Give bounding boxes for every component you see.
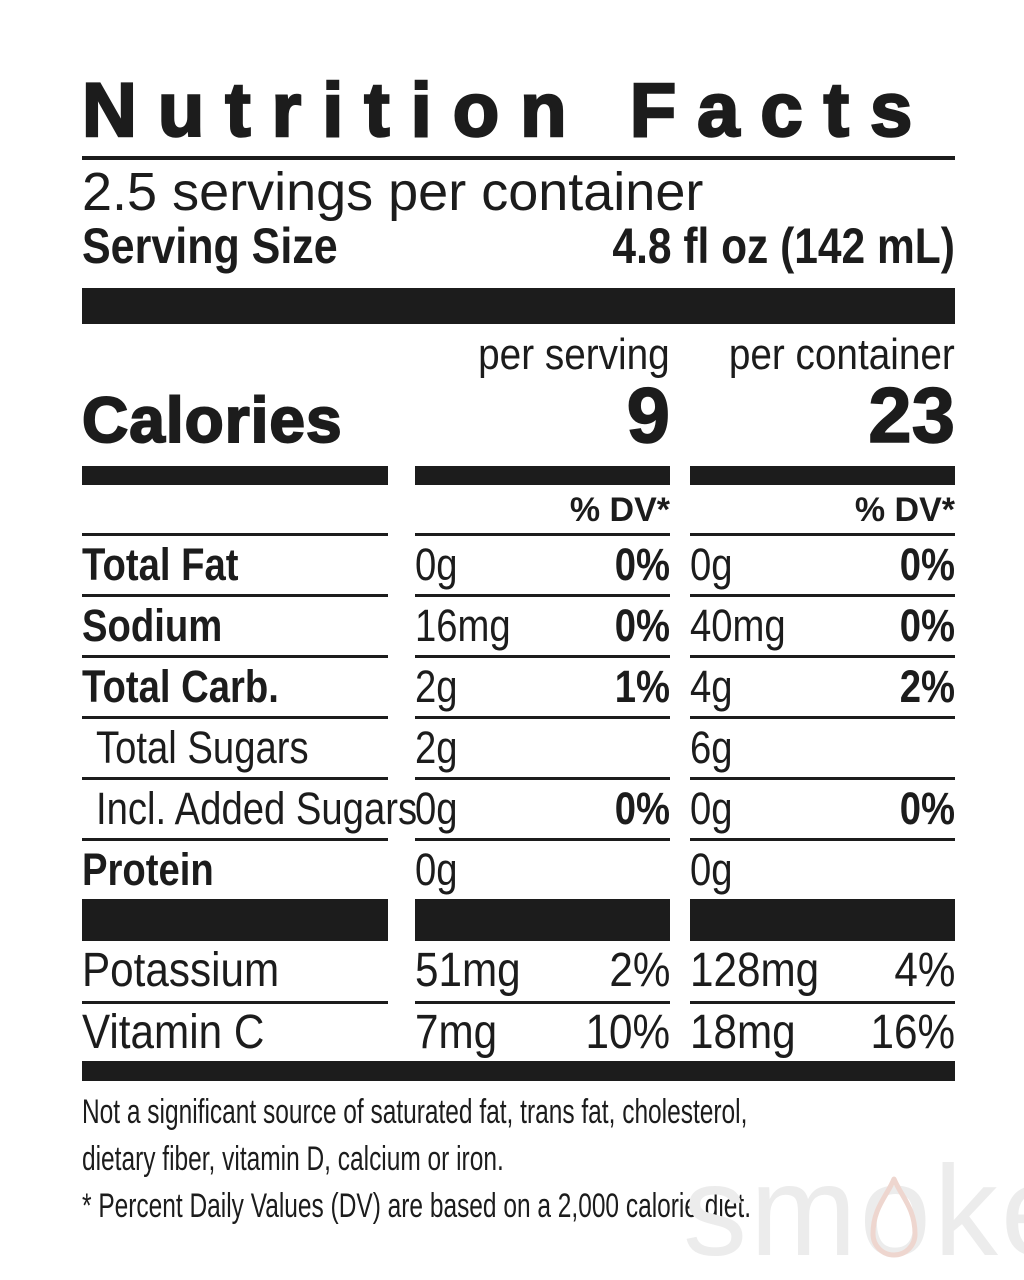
- calories-per-serving-value: 9: [626, 371, 671, 459]
- watermark-text-suffix: kea: [933, 1140, 1024, 1280]
- smokea-watermark: smokea: [683, 1148, 1024, 1276]
- nutrient-dv-container: 4%: [893, 944, 955, 997]
- bar-segment: [82, 899, 388, 941]
- title-rule: [82, 156, 955, 160]
- section-divider-bars: [82, 899, 955, 941]
- nutrient-amount-serving: 2g: [415, 661, 458, 712]
- footer-separator-bar: [82, 1061, 955, 1081]
- nutrient-amount-container: 128mg: [690, 944, 820, 997]
- bar-segment: [690, 466, 955, 485]
- nutrient-dv-container: 2%: [899, 661, 955, 712]
- nutrient-name: Total Fat: [82, 539, 239, 590]
- bar-segment: [415, 466, 670, 485]
- serving-size-label: Serving Size: [82, 218, 338, 274]
- nutrient-amount-serving: 0g: [415, 783, 458, 834]
- nutrient-name: Potassium: [82, 944, 280, 997]
- nutrient-dv-serving: 2%: [608, 944, 670, 997]
- footnote-line-2: dietary fiber, vitamin D, calcium or iro…: [82, 1140, 504, 1178]
- calories-row: Calories 9 23: [81, 371, 956, 459]
- nutrient-amount-serving: 16mg: [415, 600, 511, 651]
- dv-header-per-container: % DV*: [854, 491, 955, 529]
- nutrient-amount-container: 40mg: [690, 600, 786, 651]
- bar-segment: [82, 466, 388, 485]
- nutrition-facts-panel: Nutrition Facts 2.5 servings per contain…: [81, 68, 956, 1230]
- nutrient-amount-serving: 7mg: [415, 1005, 498, 1059]
- nutrient-name: Sodium: [82, 600, 223, 651]
- nutrient-name: Total Sugars: [96, 722, 309, 773]
- row-sodium: Sodium 16mg 0% 40mg 0%: [82, 594, 955, 655]
- nutrient-dv-serving: 0%: [614, 783, 670, 834]
- thick-separator-bar-top: [82, 288, 955, 324]
- watermark-text-prefix: sm: [683, 1140, 860, 1280]
- nutrient-name: Protein: [82, 844, 214, 895]
- nutrient-amount-serving: 0g: [415, 539, 458, 590]
- row-added-sugars: Incl. Added Sugars 0g 0% 0g 0%: [82, 777, 955, 838]
- row-potassium: Potassium 51mg 2% 128mg 4%: [82, 941, 955, 1001]
- nutrient-name: Vitamin C: [82, 1005, 265, 1059]
- column-header-per-container: per container: [728, 330, 955, 379]
- footnote-daily-value: * Percent Daily Values (DV) are based on…: [82, 1187, 752, 1225]
- serving-size-row: Serving Size 4.8 fl oz (142 mL): [82, 221, 955, 271]
- nutrient-dv-container: 16%: [870, 1005, 955, 1059]
- label-title: Nutrition Facts: [81, 68, 934, 153]
- nutrient-dv-container: 0%: [899, 600, 955, 651]
- nutrient-amount-container: 0g: [690, 539, 733, 590]
- nutrient-dv-serving: 0%: [614, 539, 670, 590]
- nutrient-amount-container: 4g: [690, 661, 733, 712]
- footnote-line-1: Not a significant source of saturated fa…: [82, 1093, 748, 1131]
- flame-icon: [870, 1176, 918, 1258]
- nutrient-amount-serving: 51mg: [415, 944, 521, 997]
- calories-per-container-value: 23: [867, 371, 955, 459]
- row-total-carb: Total Carb. 2g 1% 4g 2%: [82, 655, 955, 716]
- nutrient-dv-serving: 10%: [585, 1005, 670, 1059]
- calories-underline-bars: [82, 466, 955, 485]
- nutrient-dv-container: 0%: [899, 539, 955, 590]
- servings-per-container: 2.5 servings per container: [82, 162, 704, 222]
- daily-value-header-row: % DV* % DV*: [82, 485, 955, 533]
- bar-segment: [415, 899, 670, 941]
- nutrient-amount-serving: 2g: [415, 722, 458, 773]
- footnotes: Not a significant source of saturated fa…: [82, 1089, 955, 1230]
- dv-header-per-serving: % DV*: [569, 491, 670, 529]
- bar-segment: [690, 899, 955, 941]
- nutrient-name: Total Carb.: [82, 661, 279, 712]
- nutrient-amount-container: 0g: [690, 844, 733, 895]
- nutrient-amount-container: 18mg: [690, 1005, 796, 1059]
- column-header-per-serving: per serving: [478, 330, 670, 379]
- nutrient-dv-container: 0%: [899, 783, 955, 834]
- row-protein: Protein 0g 0g: [82, 838, 955, 899]
- nutrient-dv-serving: 1%: [614, 661, 670, 712]
- row-total-fat: Total Fat 0g 0% 0g 0%: [82, 533, 955, 594]
- row-total-sugars: Total Sugars 2g 6g: [82, 716, 955, 777]
- column-header-row: per serving per container: [82, 333, 955, 377]
- nutrient-amount-container: 0g: [690, 783, 733, 834]
- nutrient-dv-serving: 0%: [614, 600, 670, 651]
- nutrient-amount-serving: 0g: [415, 844, 458, 895]
- nutrient-name: Incl. Added Sugars: [96, 783, 418, 834]
- calories-label: Calories: [81, 383, 343, 457]
- nutrient-amount-container: 6g: [690, 722, 733, 773]
- row-vitamin-c: Vitamin C 7mg 10% 18mg 16%: [82, 1001, 955, 1061]
- serving-size-value: 4.8 fl oz (142 mL): [612, 218, 955, 274]
